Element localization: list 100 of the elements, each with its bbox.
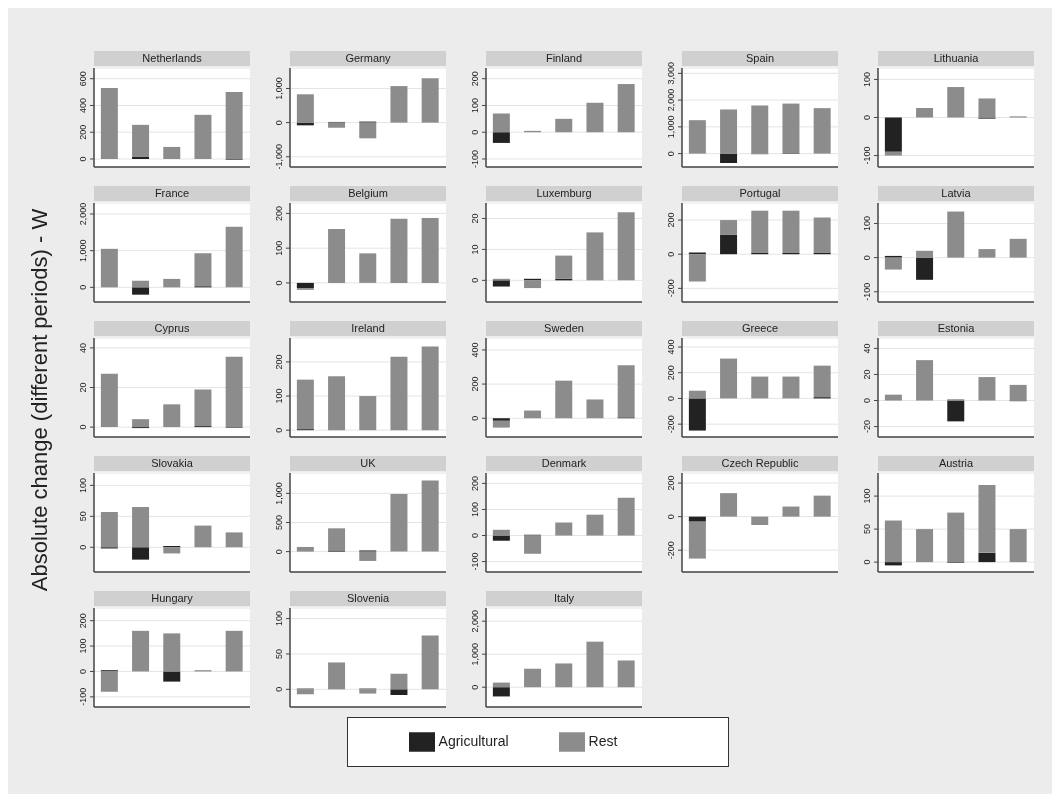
legend-label: Agricultural <box>438 733 509 750</box>
y-tick-label: 100 <box>274 388 284 404</box>
y-tick-label: -100 <box>78 687 88 706</box>
y-tick-label: 100 <box>274 611 284 627</box>
y-tick-label: 500 <box>274 514 284 531</box>
y-axis-title: Absolute change (different periods) - W <box>27 208 53 592</box>
y-tick-label: 0 <box>862 559 872 565</box>
y-tick-label: 0 <box>78 668 88 674</box>
y-tick-label: 200 <box>78 124 88 140</box>
y-tick-label: 0 <box>666 251 676 257</box>
y-tick-label: 1,000 <box>78 239 88 262</box>
chart-title: Luxemburg <box>486 186 642 201</box>
y-tick-label: 100 <box>862 215 872 231</box>
y-tick-label: 40 <box>862 343 872 354</box>
y-tick-label: 200 <box>274 354 284 370</box>
y-tick-label: 0 <box>862 255 872 261</box>
y-tick-label: 50 <box>862 524 872 535</box>
chart-title: Spain <box>682 51 838 66</box>
chart-title: UK <box>290 456 446 471</box>
chart-title: Portugal <box>682 186 838 201</box>
chart-title: Denmark <box>486 456 642 471</box>
y-tick-label: 20 <box>470 213 480 224</box>
chart-title: Netherlands <box>94 51 250 66</box>
y-tick-label: 0 <box>862 398 872 404</box>
y-tick-label: 100 <box>78 477 88 493</box>
y-tick-label: 100 <box>470 97 480 113</box>
chart-title: Slovakia <box>94 456 250 471</box>
legend-label: Rest <box>588 733 618 750</box>
y-tick-label: 0 <box>78 284 88 290</box>
y-tick-label: 0 <box>666 514 676 520</box>
y-tick-label: 0 <box>78 544 88 550</box>
chart-title: Austria <box>878 456 1034 471</box>
y-tick-label: 0 <box>78 156 88 162</box>
y-tick-label: -20 <box>862 420 872 434</box>
y-tick-label: -1,000 <box>274 143 284 170</box>
y-tick-label: 0 <box>274 120 284 126</box>
y-tick-label: 20 <box>78 382 88 393</box>
y-tick-label: 200 <box>470 71 480 87</box>
y-tick-label: 0 <box>274 427 284 433</box>
y-tick-label: 3,000 <box>666 62 676 85</box>
y-tick-label: 600 <box>78 71 88 87</box>
y-tick-label: 100 <box>862 71 872 87</box>
y-tick-label: -200 <box>666 279 676 298</box>
y-tick-label: -100 <box>470 149 480 168</box>
y-tick-label: 2,000 <box>470 609 480 633</box>
chart-title: Ireland <box>290 321 446 336</box>
chart-title: Latvia <box>878 186 1034 201</box>
y-tick-label: 1,000 <box>274 482 284 505</box>
y-tick-label: 100 <box>470 501 480 517</box>
y-tick-label: 0 <box>274 280 284 286</box>
chart-title: Hungary <box>94 591 250 606</box>
y-tick-label: 0 <box>78 424 88 430</box>
y-tick-label: 0 <box>274 549 284 555</box>
y-tick-label: 400 <box>78 97 88 113</box>
y-tick-label: 50 <box>78 511 88 522</box>
y-tick-label: -100 <box>862 146 872 165</box>
chart-title: Czech Republic <box>682 456 838 471</box>
y-tick-label: 200 <box>78 613 88 629</box>
y-tick-label: 100 <box>862 488 872 504</box>
y-tick-label: 200 <box>666 212 676 228</box>
y-tick-label: 0 <box>274 686 284 692</box>
y-tick-label: 0 <box>470 415 480 421</box>
y-tick-label: 200 <box>666 475 676 491</box>
y-tick-label: 0 <box>470 277 480 283</box>
y-tick-label: 10 <box>470 244 480 255</box>
y-tick-label: 40 <box>78 342 88 353</box>
y-tick-label: 50 <box>274 648 284 659</box>
y-tick-label: 1,000 <box>274 77 284 100</box>
chart-title: Greece <box>682 321 838 336</box>
chart-title: Estonia <box>878 321 1034 336</box>
y-tick-label: -200 <box>666 415 676 434</box>
chart-title: Cyprus <box>94 321 250 336</box>
y-tick-label: 1,000 <box>666 115 676 139</box>
y-tick-label: -100 <box>862 282 872 301</box>
y-tick-label: 200 <box>666 365 676 381</box>
y-tick-label: 0 <box>470 533 480 539</box>
y-tick-label: 200 <box>470 376 480 392</box>
y-tick-label: 100 <box>78 638 88 654</box>
y-tick-label: 400 <box>666 339 676 355</box>
chart-title: Sweden <box>486 321 642 336</box>
chart-title: Lithuania <box>878 51 1034 66</box>
chart-title: Finland <box>486 51 642 66</box>
y-tick-label: 0 <box>862 114 872 121</box>
chart-title: Germany <box>290 51 446 66</box>
chart-title: Slovenia <box>290 591 446 606</box>
y-tick-label: 0 <box>666 151 676 157</box>
y-tick-label: 2,000 <box>666 88 676 112</box>
y-tick-label: 200 <box>470 475 480 491</box>
y-tick-label: 0 <box>470 129 480 135</box>
y-tick-label: -200 <box>666 541 676 560</box>
chart-title: Belgium <box>290 186 446 201</box>
y-tick-label: 100 <box>274 240 284 256</box>
y-tick-label: 2,000 <box>78 202 88 226</box>
y-tick-label: 400 <box>470 342 480 358</box>
chart-title: France <box>94 186 250 201</box>
y-tick-label: 0 <box>470 684 480 690</box>
y-tick-label: -100 <box>470 552 480 571</box>
y-tick-label: 20 <box>862 369 872 380</box>
chart-title: Italy <box>486 591 642 606</box>
y-tick-label: 0 <box>666 395 676 401</box>
